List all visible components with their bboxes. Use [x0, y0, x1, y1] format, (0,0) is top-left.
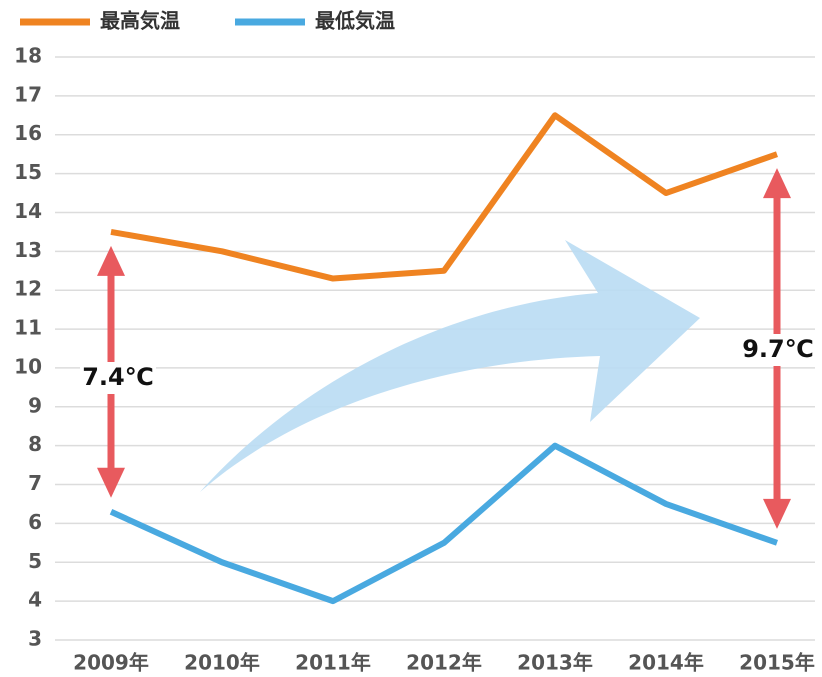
x-tick-label: 2009年	[73, 651, 149, 675]
y-tick-label: 12	[14, 277, 42, 301]
legend-label: 最低気温	[315, 9, 395, 33]
y-tick-label: 3	[28, 627, 42, 651]
y-tick-label: 6	[28, 510, 42, 534]
annotation-arrowhead	[763, 168, 791, 199]
y-tick-label: 16	[14, 121, 42, 145]
y-tick-label: 9	[28, 393, 42, 417]
y-tick-label: 11	[14, 316, 42, 340]
line-series	[109, 442, 778, 605]
y-tick-label: 17	[14, 82, 42, 106]
line-series	[110, 112, 778, 282]
y-tick-label: 4	[28, 588, 42, 612]
y-tick-label: 5	[28, 549, 42, 573]
y-tick-label: 8	[28, 432, 42, 456]
x-tick-label: 2012年	[406, 651, 482, 675]
annotation-arrowhead	[763, 498, 791, 529]
x-tick-label: 2015年	[739, 651, 815, 675]
x-tick-label: 2014年	[628, 651, 704, 675]
y-tick-label: 15	[14, 160, 42, 184]
annotation-bg	[80, 362, 156, 394]
y-tick-label: 10	[14, 354, 42, 378]
annotation: 7.4℃	[82, 363, 154, 391]
grid	[55, 56, 815, 641]
x-tick-label: 2013年	[517, 651, 593, 675]
y-tick-label: 14	[14, 199, 42, 223]
annotation: 9.7℃	[742, 335, 814, 363]
trend-arrow	[200, 240, 700, 492]
y-tick-label: 18	[14, 44, 42, 68]
y-tick-label: 7	[28, 471, 42, 495]
annotation-arrowhead	[97, 245, 125, 276]
legend-label: 最高気温	[100, 9, 180, 33]
annotation-bg	[740, 334, 816, 366]
annotation-arrowhead	[97, 467, 125, 498]
x-tick-label: 2010年	[184, 651, 260, 675]
y-tick-label: 13	[14, 238, 42, 262]
x-tick-label: 2011年	[295, 651, 371, 675]
